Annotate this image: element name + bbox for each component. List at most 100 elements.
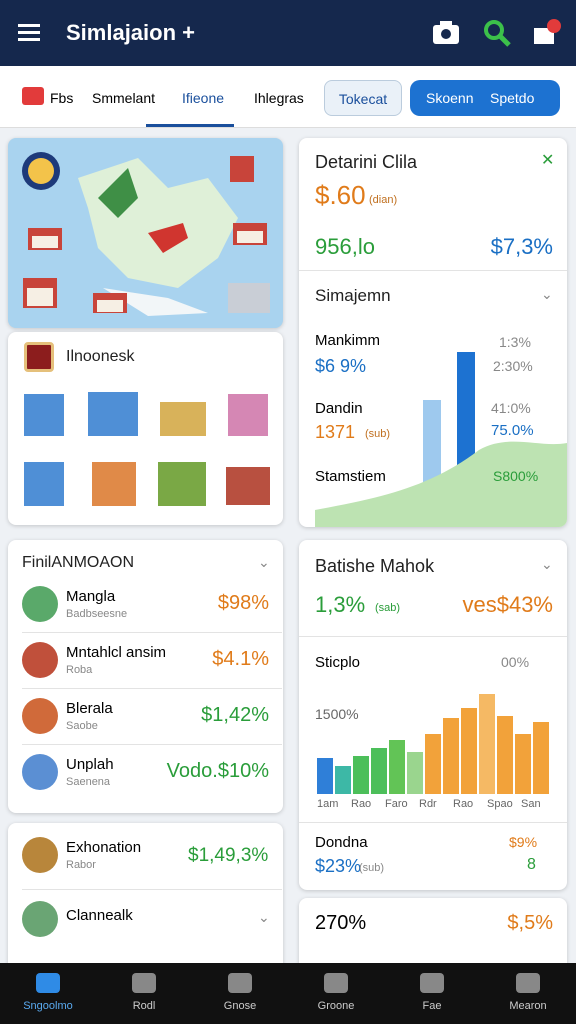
divider (22, 744, 282, 745)
item-sub: Rabor (66, 859, 96, 871)
tab[interactable]: Smmelant (92, 90, 156, 106)
shape (371, 748, 387, 794)
avatar (22, 754, 58, 790)
nav-icon[interactable] (516, 973, 540, 993)
tab-active[interactable]: Ifieone (182, 90, 225, 106)
app-title: Simlajaion + (66, 20, 195, 45)
avatar (22, 837, 58, 873)
stat: $7,3% (490, 234, 553, 259)
mini-right: $,5% (507, 912, 553, 934)
divider (22, 889, 282, 890)
shape (98, 168, 138, 218)
nav-icon[interactable] (36, 973, 60, 993)
row-note: (sub) (365, 428, 391, 440)
location-card[interactable]: Ilnoonesk (8, 332, 283, 525)
shape (443, 718, 459, 794)
row-label: Dandin (315, 400, 363, 417)
badge (24, 342, 54, 372)
close[interactable]: ✕ (541, 152, 555, 169)
shape (88, 392, 138, 436)
section-title: Sticplo (315, 654, 361, 671)
button-label: Spetdo (490, 90, 535, 106)
shape (103, 288, 208, 316)
decor-chart (315, 352, 567, 527)
row-right: 2:30% (493, 358, 533, 374)
shape (461, 708, 477, 794)
button[interactable]: Tokecat (324, 80, 402, 116)
stat-note: (sab) (375, 602, 401, 614)
shape (27, 288, 53, 306)
shape (97, 300, 123, 312)
shape (24, 462, 64, 506)
footer-value: S800% (493, 468, 539, 484)
row-right: 75.0% (491, 422, 534, 439)
item-sub: Saenena (66, 776, 111, 788)
nav-label[interactable]: Sngoolmo (23, 1000, 73, 1012)
camera-icon[interactable] (432, 20, 460, 46)
nav-label[interactable]: Rodl (132, 1000, 156, 1012)
shape (484, 20, 504, 40)
shape (27, 231, 263, 312)
divider (22, 632, 282, 633)
chevron[interactable]: ⌄ (258, 554, 270, 570)
divider (299, 822, 567, 823)
nav-label[interactable]: Gnose (223, 1000, 257, 1012)
shape (317, 694, 549, 794)
search-icon[interactable] (482, 18, 512, 48)
shape (28, 158, 54, 184)
nav-icon[interactable] (228, 973, 252, 993)
nav-label[interactable]: Fae (422, 1000, 442, 1012)
chevron[interactable]: ⌄ (258, 909, 270, 925)
x-label: Rao (453, 798, 474, 810)
shape (498, 34, 511, 47)
shape (237, 231, 263, 243)
nav-icon[interactable] (324, 973, 348, 993)
menu-icon[interactable] (18, 22, 42, 44)
divider (299, 270, 567, 271)
shape (440, 21, 452, 27)
primary-button[interactable] (410, 80, 560, 116)
profile-icon[interactable] (532, 18, 562, 48)
shape (92, 462, 136, 506)
avatar (22, 642, 58, 678)
nav-icon[interactable] (420, 973, 444, 993)
tab[interactable]: Fbs (50, 90, 74, 106)
list-card[interactable]: FinilANMOAON ⌄ Mangla Badbseesne $98% Mntah… (8, 540, 283, 813)
detail-card[interactable]: Detarini Clila ✕ $.60 (dian) 956,lo $7,3… (299, 138, 567, 527)
item-value: $98% (217, 592, 269, 614)
card-title: Batishe Mahok (315, 556, 435, 576)
item-name: Mntahlcl ansim (66, 644, 167, 661)
footer-label: Dondna (315, 834, 368, 851)
item-value: $1,49,3% (188, 845, 269, 866)
avatar (22, 698, 58, 734)
shape (18, 38, 40, 41)
shape (228, 394, 268, 436)
shape (315, 441, 567, 527)
row-right: 41:0% (491, 400, 531, 416)
shape (24, 394, 64, 436)
item-name: Mangla (66, 588, 116, 605)
shape (425, 734, 441, 794)
item-name: Blerala (66, 700, 113, 717)
chart-card[interactable]: Batishe Mahok ⌄ 1,3% (sab) ves$43% Sticp… (299, 540, 567, 890)
item-value: Vodo.$10% (166, 760, 269, 782)
flag (22, 87, 44, 105)
item-sub: Badbseesne (66, 608, 128, 620)
shape (18, 24, 40, 27)
footer-stat: $23% (315, 856, 362, 876)
shape (515, 734, 531, 794)
map-card[interactable] (8, 138, 283, 328)
x-label: San (521, 798, 541, 810)
section-title: Simajemn (315, 286, 391, 305)
shape (158, 462, 206, 506)
card-title: Ilnoonesk (66, 348, 135, 365)
chevron[interactable]: ⌄ (541, 556, 553, 572)
row-label: Mankimm (315, 332, 381, 349)
nav-label[interactable]: Groone (317, 1000, 355, 1012)
tab[interactable]: Ihlegras (254, 90, 304, 106)
nav-label[interactable]: Mearon (509, 1000, 547, 1012)
nav-icon[interactable] (132, 973, 156, 993)
bottom-list-card[interactable]: Exhonation Rabor $1,49,3% Clannealk ⌄ (8, 823, 283, 973)
chevron[interactable]: ⌄ (541, 286, 553, 302)
